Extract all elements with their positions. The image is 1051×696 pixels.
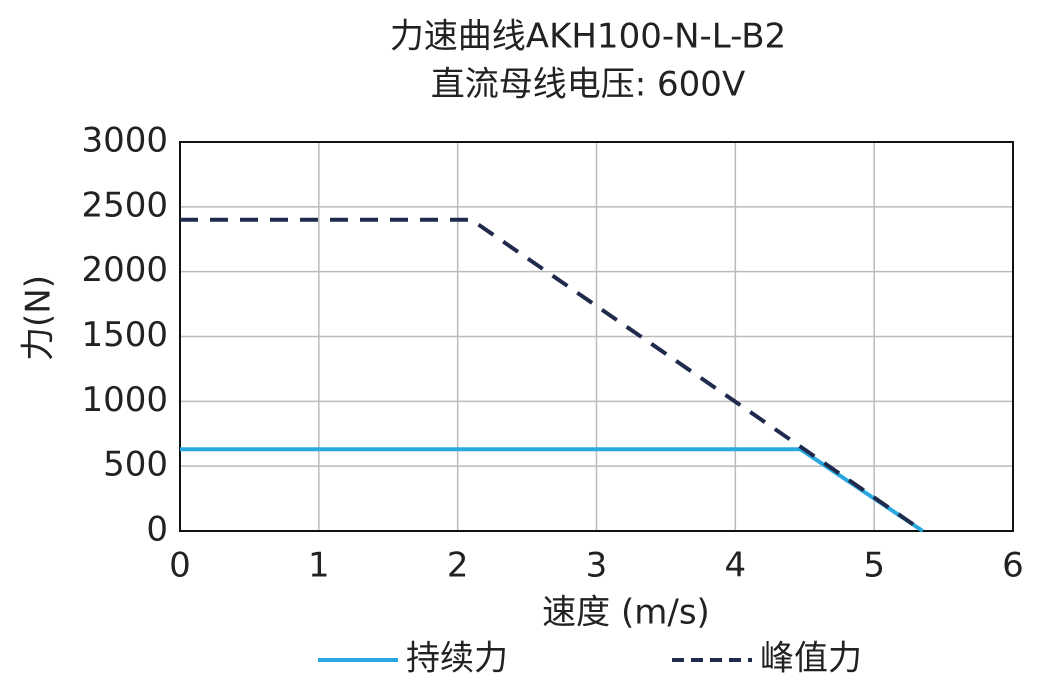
y-tick-label: 2500 bbox=[81, 185, 168, 225]
y-tick-label: 0 bbox=[146, 510, 168, 550]
x-tick-label: 4 bbox=[725, 546, 747, 586]
y-tick-label: 1500 bbox=[81, 315, 168, 355]
chart-title: 力速曲线AKH100-N-L-B2 bbox=[390, 17, 786, 57]
legend-label: 持续力 bbox=[406, 639, 508, 679]
y-tick-label: 1000 bbox=[81, 380, 168, 420]
plot-frame bbox=[179, 141, 1014, 532]
x-tick-label: 1 bbox=[308, 546, 330, 586]
x-tick-label: 3 bbox=[586, 546, 608, 586]
x-axis-label: 速度 (m/s) bbox=[542, 593, 710, 633]
chart-subtitle: 直流母线电压: 600V bbox=[431, 65, 745, 105]
x-tick-label: 2 bbox=[447, 546, 469, 586]
y-tick-label: 3000 bbox=[81, 121, 168, 161]
x-tick-label: 0 bbox=[169, 546, 191, 586]
series-line bbox=[180, 217, 924, 533]
legend-label: 峰值力 bbox=[760, 639, 862, 679]
series-line bbox=[180, 447, 924, 533]
x-tick-label: 5 bbox=[863, 546, 885, 586]
y-axis-label: 力(N) bbox=[19, 275, 59, 361]
y-tick-label: 500 bbox=[103, 445, 168, 485]
y-tick-label: 2000 bbox=[81, 250, 168, 290]
x-tick-label: 6 bbox=[1002, 546, 1024, 586]
